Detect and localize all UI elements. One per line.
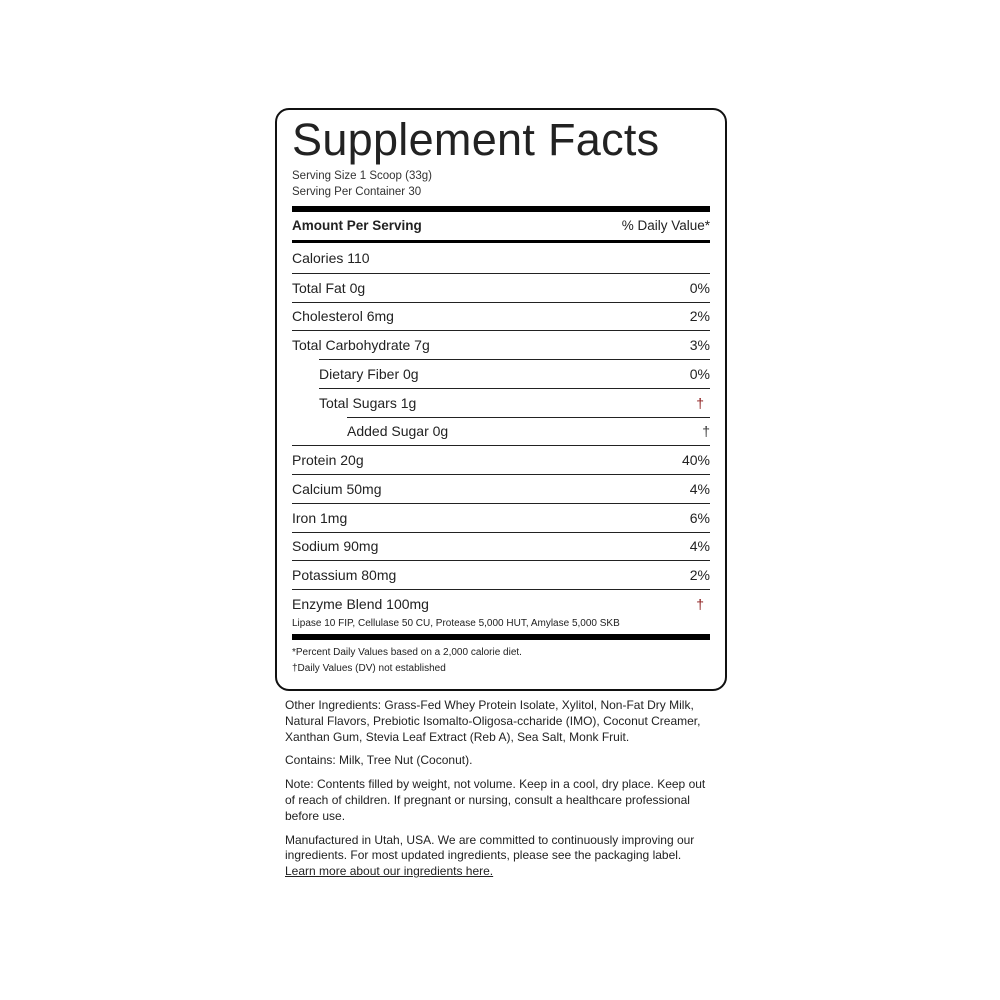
dagger-icon: † [696,394,704,411]
nutrient-row: Calories 110 [292,244,710,273]
nutrient-dv: 4% [689,480,710,497]
serving-size: Serving Size 1 Scoop (33g) [292,170,432,182]
nutrient-name: Total Sugars 1g [319,394,417,411]
nutrient-name: Sodium 90mg [292,538,379,555]
nutrient-row: Cholesterol 6mg 2% [292,301,710,331]
nutrient-dv: 2% [689,308,710,325]
thick-divider [292,634,710,640]
nutrient-name: Iron 1mg [292,509,348,526]
footnote-daily-values: *Percent Daily Values based on a 2,000 c… [292,647,522,658]
nutrient-dv: 0% [689,365,710,382]
nutrient-dv: 4% [689,538,710,555]
servings-per-container: Serving Per Container 30 [292,186,422,198]
amount-per-serving-label: Amount Per Serving [292,218,422,233]
medium-divider [292,240,710,243]
dagger-icon: † [702,423,710,440]
daily-value-label: % Daily Value* [621,218,710,233]
nutrient-name: Added Sugar 0g [347,423,449,440]
allergen-contains: Contains: Milk, Tree Nut (Coconut). [285,753,473,768]
nutrient-row: Potassium 80mg 2% [292,560,710,589]
nutrient-row: Added Sugar 0g † [347,416,710,446]
nutrient-name: Potassium 80mg [292,567,397,584]
nutrient-rows: Calories 110 Total Fat 0g 0% Cholesterol … [292,244,710,618]
nutrient-row: Total Fat 0g 0% [292,272,710,302]
supplement-facts-panel: Supplement Facts Serving Size 1 Scoop (3… [275,108,727,691]
nutrient-dv: 3% [689,337,710,354]
nutrient-name: Dietary Fiber 0g [319,365,419,382]
manufacturing-note: Manufactured in Utah, USA. We are commit… [285,833,715,880]
nutrient-name: Protein 20g [292,452,364,469]
nutrient-row: Calcium 50mg 4% [292,474,710,503]
manufacturing-text: Manufactured in Utah, USA. We are commit… [285,832,695,863]
nutrient-dv: 40% [681,452,710,469]
other-ingredients: Other Ingredients: Grass-Fed Whey Protei… [285,698,701,744]
nutrient-dv: 2% [689,567,710,584]
nutrient-row: Sodium 90mg 4% [292,531,710,561]
nutrient-name: Cholesterol 6mg [292,308,394,325]
nutrient-name: Enzyme Blend 100mg [292,595,429,612]
nutrient-name: Calcium 50mg [292,480,382,497]
thick-divider [292,206,710,212]
footnote-not-established: †Daily Values (DV) not established [292,663,446,674]
nutrient-row: Total Sugars 1g † [319,387,710,417]
product-notes: Other Ingredients: Grass-Fed Whey Protei… [285,698,715,888]
nutrient-row: Protein 20g 40% [292,445,710,474]
nutrient-dv: 6% [689,509,710,526]
nutrient-name: Total Carbohydrate 7g [292,337,430,354]
nutrient-row: Iron 1mg 6% [292,502,710,532]
storage-note: Note: Contents filled by weight, not vol… [285,777,706,823]
nutrient-row: Total Carbohydrate 7g 3% [292,330,710,359]
nutrient-row: Enzyme Blend 100mg † [292,589,710,618]
enzyme-detail: Lipase 10 FIP, Cellulase 50 CU, Protease… [292,618,620,629]
panel-title: Supplement Facts [292,114,660,165]
nutrient-dv: 0% [689,279,710,296]
nutrient-name: Calories 110 [292,250,370,267]
nutrient-row: Dietary Fiber 0g 0% [319,359,710,388]
dagger-icon: † [696,595,704,612]
table-header: Amount Per Serving % Daily Value* [292,218,710,233]
ingredients-link[interactable]: Learn more about our ingredients here. [285,864,494,879]
nutrient-name: Total Fat 0g [292,279,366,296]
